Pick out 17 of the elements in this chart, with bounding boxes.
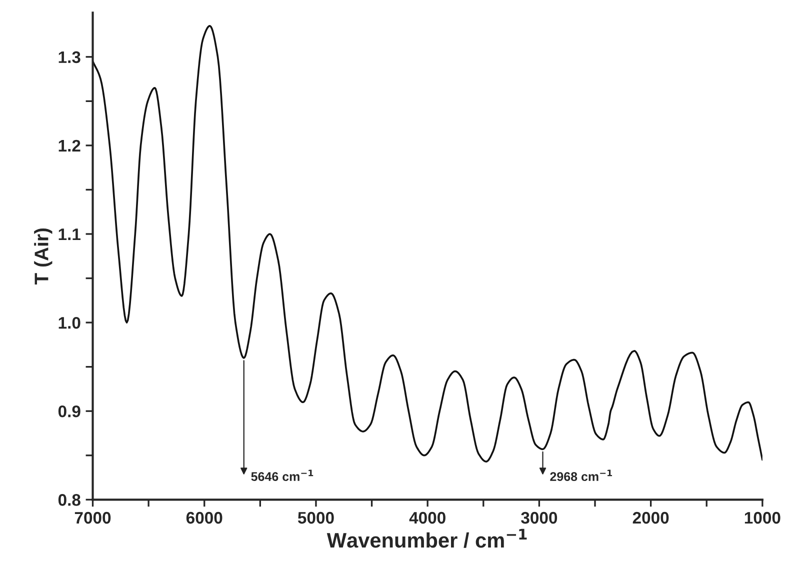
text: 1.0 (58, 316, 80, 329)
x-axis-title: Wavenumber / cm$^{−1}$ (326, 528, 527, 548)
annotation: 2968 cm$^{−1}$ (550, 470, 612, 482)
x-tick-label: 5000 (298, 512, 334, 524)
x-tick-label: 1000 (744, 512, 780, 524)
x-tick-label: 3000 (521, 512, 558, 524)
annotation: 5646 cm$^{−1}$ (251, 470, 314, 482)
x-tick-label: 6000 (186, 512, 222, 524)
y-tick-label: 0.9 (58, 406, 80, 418)
x-tick-label: 4000 (409, 512, 446, 524)
y-axis-title: T (Air) (34, 228, 52, 285)
x-tick-label: 2000 (632, 512, 669, 524)
text: 0.8 (58, 494, 80, 506)
x-tick-label: 7000 (74, 512, 111, 524)
y-tick-label: 1.2 (58, 140, 80, 152)
y-tick-label: 1.3 (58, 51, 80, 64)
y-tick-label: 1.1 (58, 228, 80, 240)
